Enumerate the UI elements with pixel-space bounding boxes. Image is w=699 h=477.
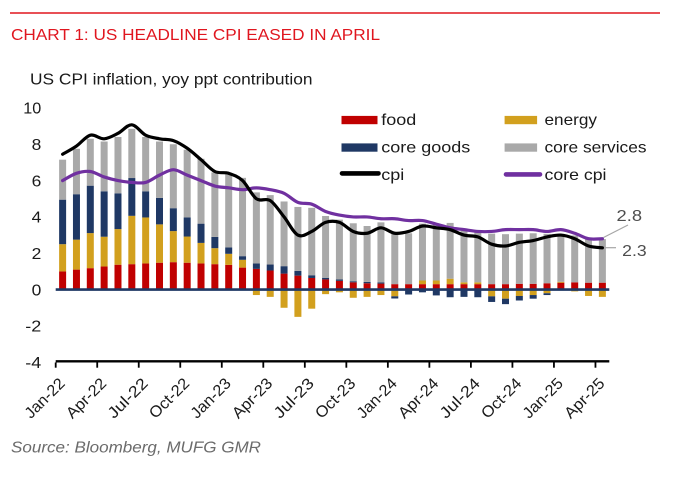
svg-text:Jan-24: Jan-24 [354, 375, 401, 422]
svg-text:Jan-25: Jan-25 [520, 375, 567, 422]
svg-text:cpi: cpi [381, 167, 404, 184]
svg-text:-4: -4 [25, 355, 41, 372]
svg-text:Source: Bloomberg, MUFG GMR: Source: Bloomberg, MUFG GMR [11, 440, 261, 457]
svg-text:Apr-25: Apr-25 [561, 375, 608, 422]
svg-text:Apr-24: Apr-24 [395, 375, 442, 422]
svg-text:8: 8 [32, 137, 42, 154]
svg-text:Apr-22: Apr-22 [63, 375, 110, 422]
svg-text:2: 2 [32, 246, 42, 263]
svg-text:core goods: core goods [381, 139, 470, 156]
svg-text:0: 0 [32, 282, 42, 299]
svg-text:core services: core services [545, 139, 647, 156]
svg-text:Oct-24: Oct-24 [478, 375, 525, 422]
svg-text:energy: energy [545, 112, 598, 129]
svg-text:Jul-24: Jul-24 [437, 375, 484, 422]
svg-text:Jan-22: Jan-22 [22, 375, 69, 422]
svg-text:core cpi: core cpi [545, 167, 607, 184]
svg-text:2.3: 2.3 [622, 243, 647, 260]
svg-text:2.8: 2.8 [617, 208, 643, 225]
svg-text:food: food [381, 112, 416, 129]
svg-text:Jul-23: Jul-23 [271, 375, 318, 422]
svg-text:Jul-22: Jul-22 [105, 375, 152, 422]
svg-text:4: 4 [32, 210, 42, 227]
svg-text:Apr-23: Apr-23 [229, 375, 276, 422]
svg-text:6: 6 [32, 173, 42, 190]
svg-text:Oct-23: Oct-23 [312, 375, 359, 422]
svg-text:US CPI inflation, yoy ppt cont: US CPI inflation, yoy ppt contribution [30, 72, 313, 89]
svg-text:Jan-23: Jan-23 [188, 375, 235, 422]
svg-text:CHART 1: US HEADLINE CPI EASED: CHART 1: US HEADLINE CPI EASED IN APRIL [11, 27, 380, 44]
svg-text:-2: -2 [25, 319, 41, 336]
svg-text:Oct-22: Oct-22 [146, 375, 193, 422]
svg-text:10: 10 [23, 101, 41, 118]
